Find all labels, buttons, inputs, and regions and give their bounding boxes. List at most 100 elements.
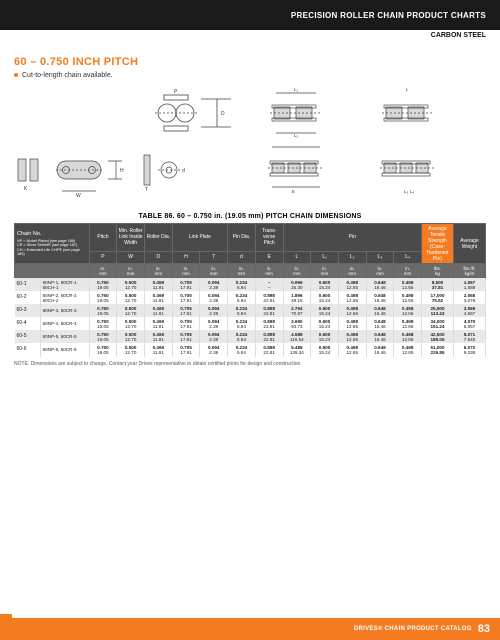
- table-row: 60-260NP-2, 60CR-2 60CH-20.75019.050.500…: [15, 291, 486, 304]
- cell-value: 0.0942.39: [200, 304, 228, 317]
- header-sub: CARBON STEEL: [0, 30, 500, 46]
- svg-text:L: L: [406, 87, 409, 92]
- table-row: 60-360NP-3, 60CR-30.75019.050.50012.700.…: [15, 304, 486, 317]
- cell-value: 0.70517.91: [172, 291, 200, 304]
- th-pin: Pin: [283, 224, 422, 252]
- cell-value: 0.49812.65: [338, 317, 366, 330]
- svg-text:T: T: [145, 187, 148, 193]
- svg-text:W: W: [76, 193, 81, 199]
- cell-value: 0.64816.46: [366, 343, 394, 356]
- cell-value: 25,500113.43: [422, 304, 454, 317]
- th-chainno-sub: NP = Nickel Plated (see page 186) CR = S…: [17, 239, 87, 256]
- cell-value: 0.70517.91: [172, 317, 200, 330]
- svg-text:K: K: [24, 186, 28, 192]
- cell-value: 2.0683.078: [453, 291, 485, 304]
- svg-text:E: E: [292, 189, 295, 194]
- cell-value: 0.49812.65: [338, 291, 366, 304]
- cell-value: 0.2345.94: [228, 304, 256, 317]
- cell-value: 0.75019.05: [89, 304, 117, 317]
- cell-value: 0.49812.65: [338, 330, 366, 343]
- th-pitch: Pitch: [89, 224, 117, 252]
- th-units: in.mm: [200, 264, 228, 278]
- cell-value: 0.2345.94: [228, 278, 256, 292]
- footer-page: 83: [478, 623, 490, 635]
- table-caption: TABLE 86. 60 – 0.750 in. (19.05 mm) PITC…: [14, 213, 486, 220]
- cell-value: 0.75019.05: [89, 330, 117, 343]
- th-units: in.mm: [89, 264, 117, 278]
- cell-value: 0.70517.91: [172, 343, 200, 356]
- th-symbol: L: [283, 251, 311, 264]
- cell-value: 0.46911.91: [144, 278, 172, 292]
- diagram-single-strand: L₁ L₂ L: [266, 85, 486, 140]
- cell-value: 0.0942.39: [200, 343, 228, 356]
- cell-value: 0.50012.70: [117, 278, 145, 292]
- cell-value: 0.89822.81: [255, 330, 283, 343]
- cell-value: 0.60015.24: [311, 330, 339, 343]
- cell-variants: 60NP-2, 60CR-2 60CH-2: [40, 291, 89, 304]
- cell-value: 0.60015.24: [311, 343, 339, 356]
- cell-value: 17,00075.62: [422, 291, 454, 304]
- cell-value: 0.70517.91: [172, 278, 200, 292]
- th-units: lbs.kg: [422, 264, 454, 278]
- cell-value: 0.50012.70: [117, 291, 145, 304]
- cell-value: 0.89822.81: [255, 343, 283, 356]
- bullet-row: Cut-to-length chain available.: [14, 72, 486, 79]
- cell-value: 0.89822.81: [255, 304, 283, 317]
- th-rollerlink: Min. Roller Link Inside Width: [117, 224, 145, 252]
- table-row: 60-560NP-5, 60CR-50.75019.050.50012.700.…: [15, 330, 486, 343]
- th-tensile: Average Tensile Strength (Case-Hardened …: [422, 224, 454, 264]
- cell-value: 0.2345.94: [228, 291, 256, 304]
- cell-value: 0.49812.65: [394, 291, 422, 304]
- table-row: 60-460NP-4, 60CR-40.75019.050.50012.700.…: [15, 317, 486, 330]
- svg-text:L₂: L₂: [294, 133, 299, 138]
- cell-value: 0.2345.94: [228, 330, 256, 343]
- header-bar: PRECISION ROLLER CHAIN PRODUCT CHARTS: [0, 0, 500, 30]
- cell-value: 2.79470.97: [283, 304, 311, 317]
- cell-value: 0.46911.91: [144, 304, 172, 317]
- cell-value: 0.64816.46: [366, 291, 394, 304]
- cell-value: 0.46911.91: [144, 317, 172, 330]
- cell-value: 0.60015.24: [311, 291, 339, 304]
- diagrams: D P L₁ L₂ L: [14, 85, 486, 205]
- cell-value: 0.64816.46: [366, 278, 394, 292]
- cell-value: 0.2345.94: [228, 343, 256, 356]
- diagram-roller-side: D P: [149, 85, 239, 140]
- cell-value: 0.46911.91: [144, 343, 172, 356]
- th-units: in.mm: [117, 264, 145, 278]
- th-units: lbs./ft.kg/m: [453, 264, 485, 278]
- bullet-text: Cut-to-length chain available.: [22, 72, 113, 79]
- th-units: in.mm: [394, 264, 422, 278]
- cell-value: 0.50012.70: [117, 343, 145, 356]
- th-units: in.mm: [311, 264, 339, 278]
- header-title: PRECISION ROLLER CHAIN PRODUCT CHARTS: [291, 11, 486, 20]
- bullet-icon: [14, 73, 18, 77]
- svg-text:d: d: [182, 168, 185, 174]
- th-rollerdia: Roller Dia.: [144, 224, 172, 252]
- th-symbol: L₂: [338, 251, 366, 264]
- diagram-link-plate: K H T d W: [14, 145, 224, 205]
- svg-text:D: D: [221, 111, 225, 117]
- cell-value: 51,000226.86: [422, 343, 454, 356]
- cell-value: 0.46911.91: [144, 330, 172, 343]
- cell-value: 0.60015.24: [311, 317, 339, 330]
- cell-value: 4.0706.057: [453, 317, 485, 330]
- svg-text:P: P: [174, 89, 178, 95]
- th-chainno: Chain No.: [17, 231, 87, 237]
- th-symbol: H: [172, 251, 200, 264]
- th-symbol: L₄: [394, 251, 422, 264]
- footer: DRIVES® CHAIN PRODUCT CATALOG 83: [0, 618, 500, 640]
- cell-value: 0.89822.81: [255, 291, 283, 304]
- th-transpitch: Trans-verse Pitch: [255, 224, 283, 252]
- cell-value: 0.50012.70: [117, 317, 145, 330]
- cell-value: 0.49812.65: [394, 317, 422, 330]
- header-subtitle: CARBON STEEL: [431, 32, 486, 46]
- th-linkplate: Link Plate: [172, 224, 227, 252]
- cell-value: 0.70517.91: [172, 304, 200, 317]
- cell-value: 0.49812.65: [338, 278, 366, 292]
- cell-value: 34,000151.24: [422, 317, 454, 330]
- th-units: in.mm: [228, 264, 256, 278]
- cell-value: 1.89648.16: [283, 291, 311, 304]
- cell-value: 0.64816.46: [366, 304, 394, 317]
- th-weight: Average Weight: [453, 224, 485, 264]
- cell-value: 0.0942.39: [200, 278, 228, 292]
